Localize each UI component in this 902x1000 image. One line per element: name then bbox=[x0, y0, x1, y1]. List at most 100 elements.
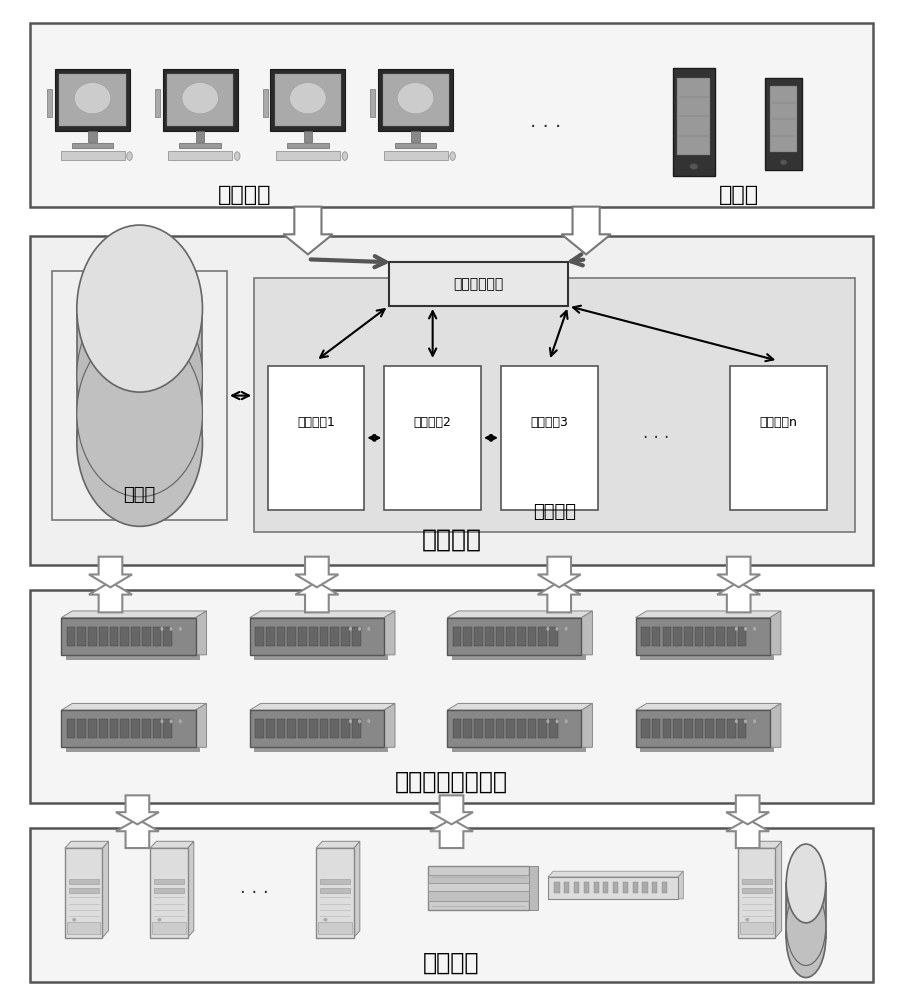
Ellipse shape bbox=[358, 627, 361, 631]
Ellipse shape bbox=[367, 719, 370, 723]
Bar bbox=[676, 78, 710, 155]
Bar bbox=[352, 627, 360, 646]
Ellipse shape bbox=[170, 627, 172, 631]
Bar bbox=[30, 236, 872, 565]
Ellipse shape bbox=[546, 719, 548, 723]
Bar bbox=[726, 627, 735, 646]
Ellipse shape bbox=[77, 225, 202, 392]
Bar bbox=[463, 627, 472, 646]
Bar bbox=[319, 879, 349, 884]
Bar bbox=[88, 719, 97, 738]
Bar bbox=[635, 710, 769, 747]
Bar bbox=[661, 882, 667, 893]
Bar bbox=[383, 151, 447, 160]
Ellipse shape bbox=[752, 719, 755, 723]
Bar bbox=[163, 627, 172, 646]
Polygon shape bbox=[725, 795, 769, 824]
Ellipse shape bbox=[77, 330, 202, 497]
Polygon shape bbox=[150, 841, 194, 848]
Bar bbox=[30, 828, 872, 982]
Bar bbox=[673, 627, 681, 646]
Polygon shape bbox=[537, 557, 580, 587]
Polygon shape bbox=[316, 841, 359, 848]
Ellipse shape bbox=[161, 627, 163, 631]
Bar bbox=[67, 719, 75, 738]
Polygon shape bbox=[529, 866, 538, 910]
Bar bbox=[250, 710, 383, 747]
Bar bbox=[330, 719, 338, 738]
Bar bbox=[52, 271, 227, 520]
Bar bbox=[427, 866, 529, 910]
Bar bbox=[99, 719, 107, 738]
Bar bbox=[527, 719, 536, 738]
Bar bbox=[120, 627, 129, 646]
Bar bbox=[77, 309, 202, 443]
Bar bbox=[382, 74, 448, 126]
Bar bbox=[262, 89, 267, 117]
Bar bbox=[651, 627, 659, 646]
Text: 软件平台: 软件平台 bbox=[421, 528, 481, 552]
Bar bbox=[66, 715, 200, 752]
Bar bbox=[641, 882, 647, 893]
Ellipse shape bbox=[182, 83, 218, 114]
Bar bbox=[635, 618, 769, 655]
Bar bbox=[446, 618, 581, 655]
Bar bbox=[741, 879, 771, 884]
Bar bbox=[155, 89, 160, 117]
Bar bbox=[622, 882, 627, 893]
Bar bbox=[298, 719, 307, 738]
Bar bbox=[704, 627, 713, 646]
Bar bbox=[640, 719, 649, 738]
Ellipse shape bbox=[235, 152, 240, 160]
Text: · · ·: · · · bbox=[529, 118, 561, 137]
Bar bbox=[501, 366, 597, 510]
Bar bbox=[383, 366, 481, 510]
Bar bbox=[640, 623, 774, 660]
Text: 数据库: 数据库 bbox=[124, 486, 155, 504]
Bar bbox=[61, 710, 196, 747]
Ellipse shape bbox=[779, 160, 787, 165]
Bar bbox=[61, 618, 196, 655]
Bar bbox=[152, 922, 186, 934]
Text: 物理资源: 物理资源 bbox=[423, 950, 479, 974]
Bar bbox=[474, 627, 483, 646]
Bar bbox=[662, 719, 670, 738]
Polygon shape bbox=[716, 582, 759, 612]
Text: 云计算虚拟资源池: 云计算虚拟资源池 bbox=[394, 769, 508, 793]
Bar bbox=[179, 143, 221, 148]
Bar bbox=[451, 715, 585, 752]
Bar bbox=[142, 719, 151, 738]
Bar bbox=[131, 627, 140, 646]
Bar bbox=[298, 627, 307, 646]
Bar bbox=[694, 719, 703, 738]
Bar bbox=[66, 623, 200, 660]
Bar bbox=[427, 867, 529, 877]
Polygon shape bbox=[196, 703, 207, 747]
Bar bbox=[352, 719, 360, 738]
Bar bbox=[651, 719, 659, 738]
Bar bbox=[765, 78, 801, 170]
Bar bbox=[330, 627, 338, 646]
Polygon shape bbox=[196, 611, 207, 655]
Bar bbox=[632, 882, 637, 893]
Polygon shape bbox=[188, 841, 194, 938]
Bar bbox=[142, 627, 151, 646]
Bar bbox=[319, 719, 328, 738]
Bar bbox=[495, 719, 503, 738]
Bar bbox=[574, 882, 578, 893]
Ellipse shape bbox=[689, 163, 697, 170]
Ellipse shape bbox=[546, 627, 548, 631]
Bar bbox=[316, 848, 354, 938]
Bar bbox=[672, 68, 714, 176]
Ellipse shape bbox=[555, 719, 558, 723]
Polygon shape bbox=[354, 841, 359, 938]
Bar bbox=[308, 627, 318, 646]
Bar bbox=[786, 883, 824, 938]
Bar bbox=[71, 143, 114, 148]
Bar bbox=[88, 131, 97, 142]
Ellipse shape bbox=[342, 152, 347, 160]
Bar bbox=[65, 848, 102, 938]
Polygon shape bbox=[250, 703, 394, 710]
Polygon shape bbox=[677, 871, 683, 899]
Ellipse shape bbox=[397, 83, 433, 114]
